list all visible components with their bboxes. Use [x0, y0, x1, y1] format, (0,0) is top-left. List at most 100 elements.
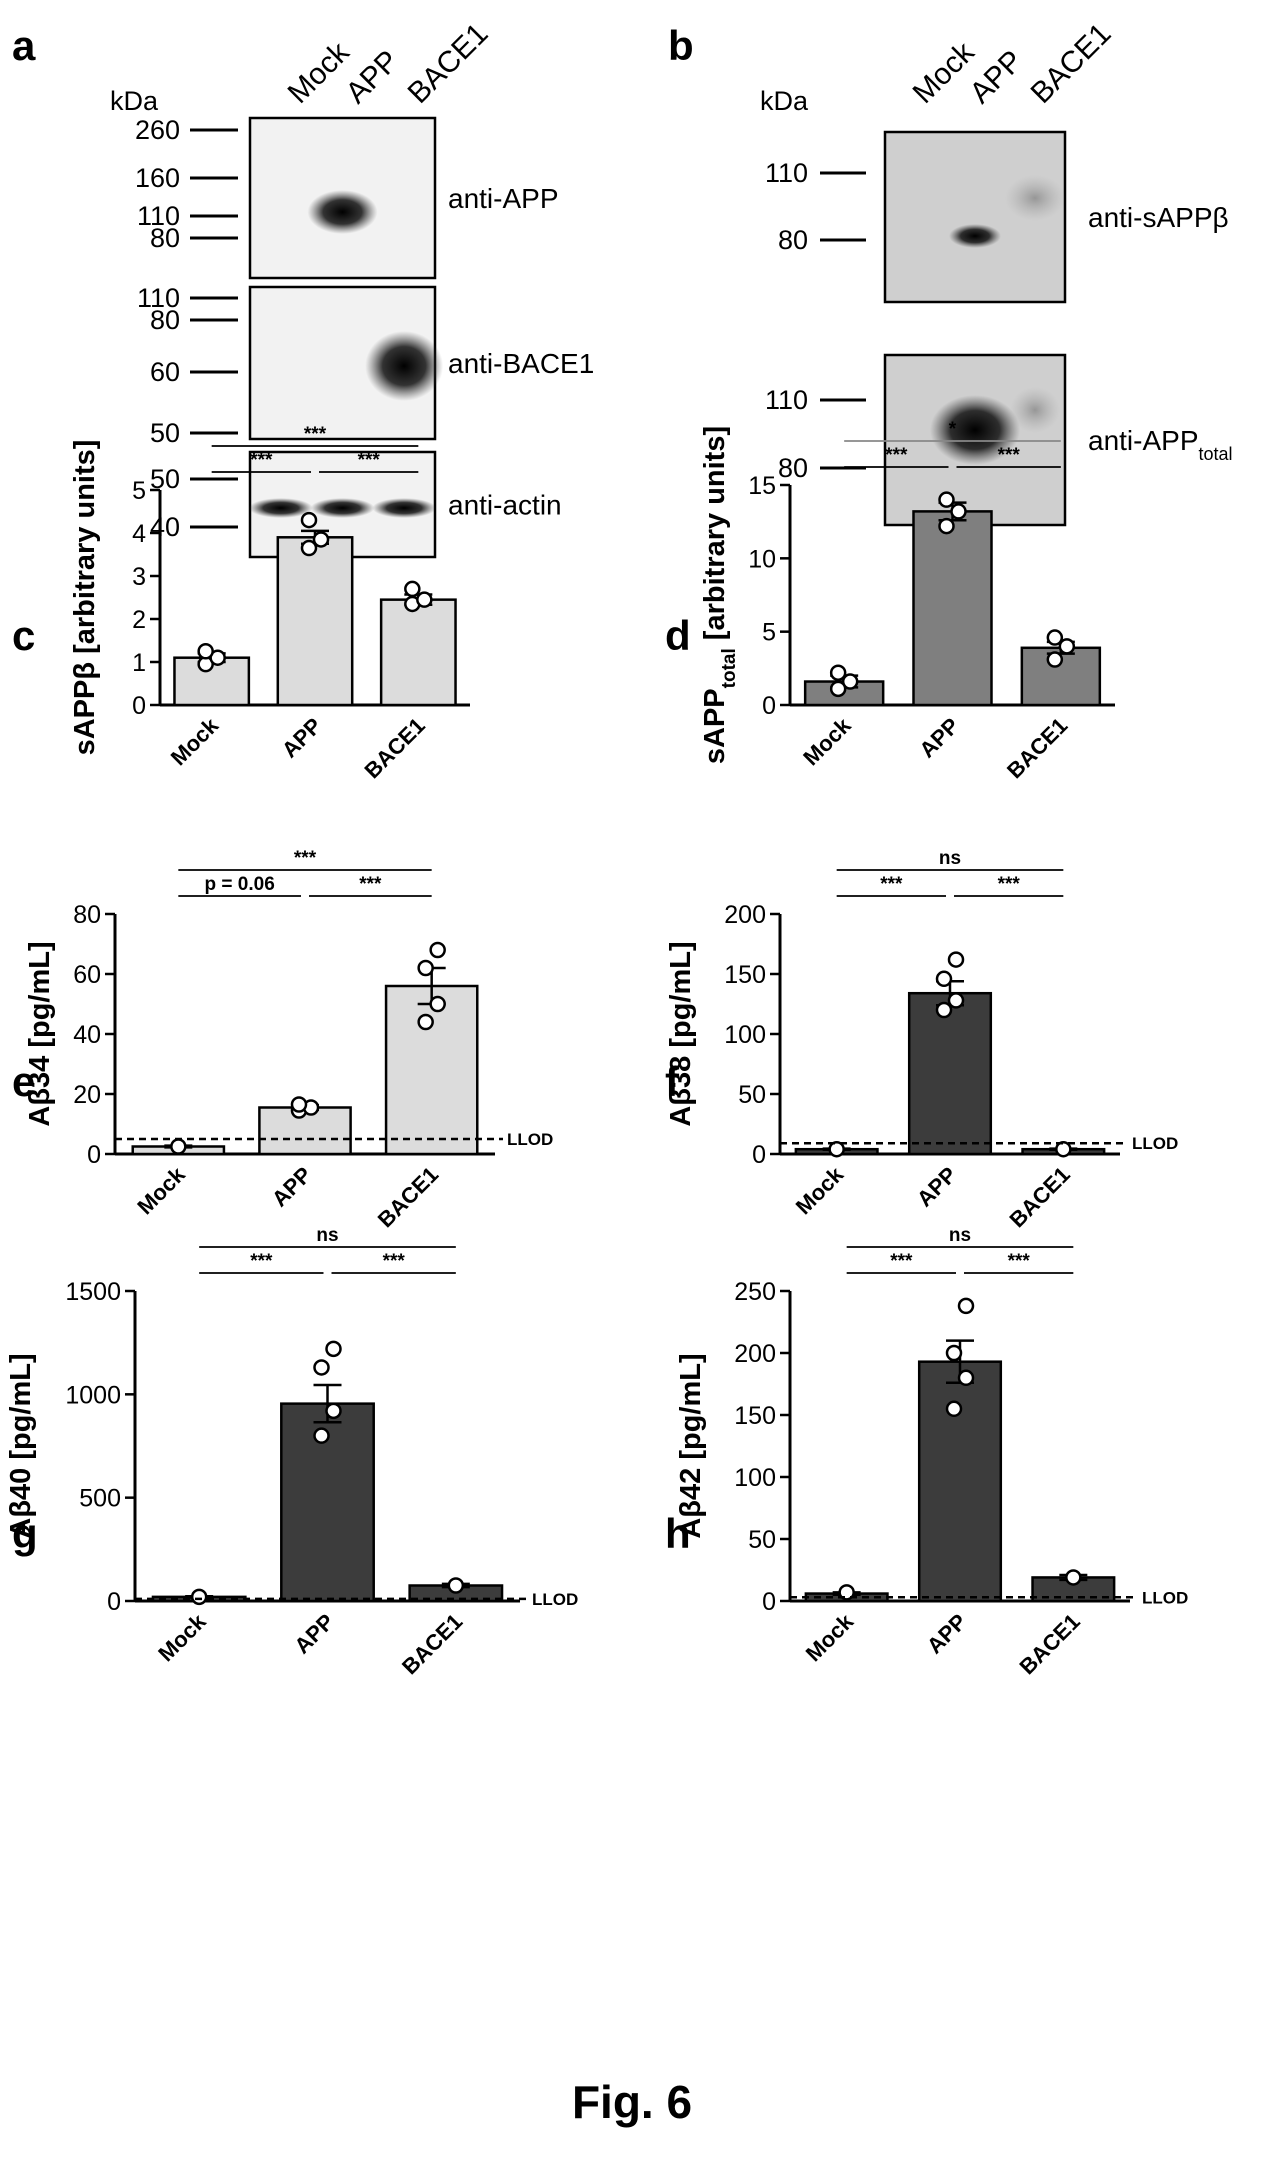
data-point	[947, 992, 965, 1009]
llod-label: LLOD	[1132, 1134, 1178, 1153]
panel-label: f	[665, 1058, 680, 1105]
data-point	[300, 539, 318, 557]
data-point	[935, 1001, 953, 1019]
data-point	[190, 1588, 208, 1606]
data-point	[170, 1138, 187, 1155]
bar-app	[917, 1360, 1003, 1603]
y-tick-label: 10	[748, 545, 776, 573]
significance-label: ***	[383, 1251, 406, 1272]
y-axis-label-main: Aβ40 [pg/mL]	[5, 1353, 37, 1538]
y-tick-label: 0	[87, 1141, 101, 1169]
significance-label: ***	[294, 848, 317, 869]
blot-band	[310, 498, 375, 518]
antibody-label: anti-actin	[448, 490, 562, 521]
data-point	[290, 1096, 308, 1113]
y-tick-label: 0	[132, 692, 146, 720]
bar-chart-e: e 0 20 40 60 80 Aβ34 [pg/mL] Mock APP BACE1 LLOD p …	[12, 848, 553, 1232]
blot-band	[365, 331, 444, 401]
data-point	[429, 941, 446, 959]
category-label: APP	[289, 1609, 339, 1659]
y-tick-label: 50	[748, 1526, 776, 1554]
data-point	[1055, 1140, 1072, 1158]
y-tick-label: 20	[73, 1081, 101, 1109]
category-label: BACE1	[1004, 1162, 1074, 1232]
y-tick-label: 200	[724, 901, 766, 929]
y-tick-label: 2	[132, 606, 146, 634]
kda-label: kDa	[760, 86, 809, 116]
data-point	[404, 580, 421, 598]
data-point	[1058, 638, 1076, 655]
marker-label: 80	[150, 305, 180, 335]
significance-label: ***	[890, 1251, 913, 1272]
antibody-label: anti-sAPPβ	[1088, 202, 1229, 233]
significance-label: p = 0.06	[205, 874, 275, 895]
data-point	[447, 1577, 465, 1594]
lane-label: Mock	[282, 35, 357, 110]
data-point	[938, 491, 955, 508]
data-point	[957, 1297, 975, 1315]
marker-label: 50	[150, 418, 180, 448]
antibody-name: anti-APP	[1088, 425, 1199, 456]
category-label: BACE1	[373, 1162, 443, 1232]
data-point	[945, 1344, 963, 1362]
y-axis-label-main: Aβ38 [pg/mL]	[665, 941, 697, 1126]
data-point	[312, 531, 330, 548]
figure-caption: Fig. 6	[571, 2076, 693, 2128]
significance-label: ***	[998, 445, 1021, 466]
western-blot-panel-a: a MockAPPBACE1kDa26016011080anti-APP11080…	[12, 17, 594, 559]
y-axis-label: Aβ34 [pg/mL]	[24, 941, 56, 1126]
y-tick-label: 0	[762, 1588, 776, 1616]
blot-band	[1010, 387, 1060, 433]
y-axis-label-rest: [arbitrary units]	[699, 426, 731, 648]
significance-label: ***	[304, 424, 327, 445]
llod-label: LLOD	[532, 1590, 578, 1609]
data-point	[1046, 651, 1064, 668]
y-axis-label: sAPPβ [arbitrary units]	[69, 440, 101, 756]
category-label: Mock	[801, 1608, 859, 1666]
data-point	[945, 1400, 963, 1418]
significance-label: ***	[358, 450, 381, 471]
significance-label: ***	[1008, 1251, 1031, 1272]
data-point	[197, 643, 214, 660]
lane-label: BACE1	[1025, 17, 1118, 110]
data-point	[416, 591, 433, 608]
antibody-name: anti-actin	[448, 490, 562, 521]
category-label: Mock	[798, 712, 856, 770]
y-axis-label: Aβ42 [pg/mL]	[675, 1353, 707, 1538]
category-label: APP	[277, 713, 327, 763]
panel-label: h	[665, 1510, 691, 1557]
bar-app	[912, 510, 993, 707]
blot-band	[930, 395, 1020, 465]
y-axis-label-subscript: total	[719, 648, 740, 688]
antibody-label: anti-APP	[448, 183, 559, 214]
category-label: BACE1	[1002, 713, 1072, 783]
significance-label: ns	[316, 1225, 338, 1246]
y-tick-label: 3	[132, 563, 146, 591]
bar-chart-h: h 0 50 100 150 200 250 Aβ42 [pg/mL] Mock APP BACE1…	[665, 1225, 1188, 1679]
category-label: APP	[912, 1162, 962, 1212]
bar-app	[276, 536, 354, 707]
data-point	[325, 1340, 342, 1358]
marker-label: 40	[150, 512, 180, 542]
category-label: BACE1	[1014, 1609, 1084, 1679]
y-axis-label-main: Aβ42 [pg/mL]	[675, 1353, 707, 1538]
llod-label: LLOD	[1142, 1588, 1188, 1607]
data-point	[841, 673, 859, 690]
data-point	[935, 970, 953, 988]
marker-label: 110	[765, 385, 808, 415]
data-point	[829, 664, 847, 681]
blot-band	[949, 224, 1001, 248]
y-tick-label: 80	[73, 901, 101, 929]
y-tick-label: 150	[734, 1402, 776, 1430]
y-axis-label: Aβ40 [pg/mL]	[5, 1353, 37, 1538]
blot-band	[307, 190, 378, 234]
data-point	[947, 951, 965, 968]
y-tick-label: 15	[748, 472, 776, 500]
data-point	[417, 1013, 434, 1031]
marker-label: 160	[135, 163, 180, 193]
antibody-label: anti-BACE1	[448, 348, 594, 379]
data-point	[313, 1427, 330, 1444]
y-tick-label: 100	[724, 1021, 766, 1049]
